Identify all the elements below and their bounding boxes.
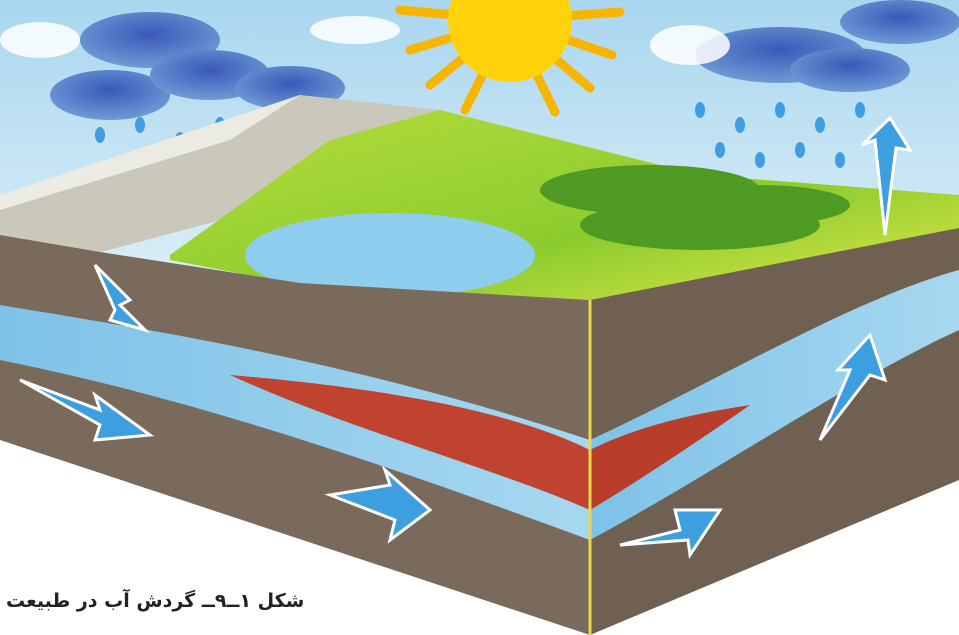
aquifer-left bbox=[0, 305, 590, 540]
sun bbox=[395, 0, 625, 117]
mountain bbox=[0, 95, 440, 255]
snow bbox=[0, 95, 300, 210]
bricks-right bbox=[590, 405, 750, 510]
clouds bbox=[50, 0, 959, 120]
lake bbox=[245, 213, 535, 297]
caption: شکل ۱ــ۹ــ گردش آب در طبیعت bbox=[6, 590, 305, 612]
white-clouds bbox=[0, 16, 730, 65]
forest bbox=[540, 165, 850, 250]
flow-arrows bbox=[19, 115, 913, 560]
bricks-left bbox=[230, 375, 590, 510]
